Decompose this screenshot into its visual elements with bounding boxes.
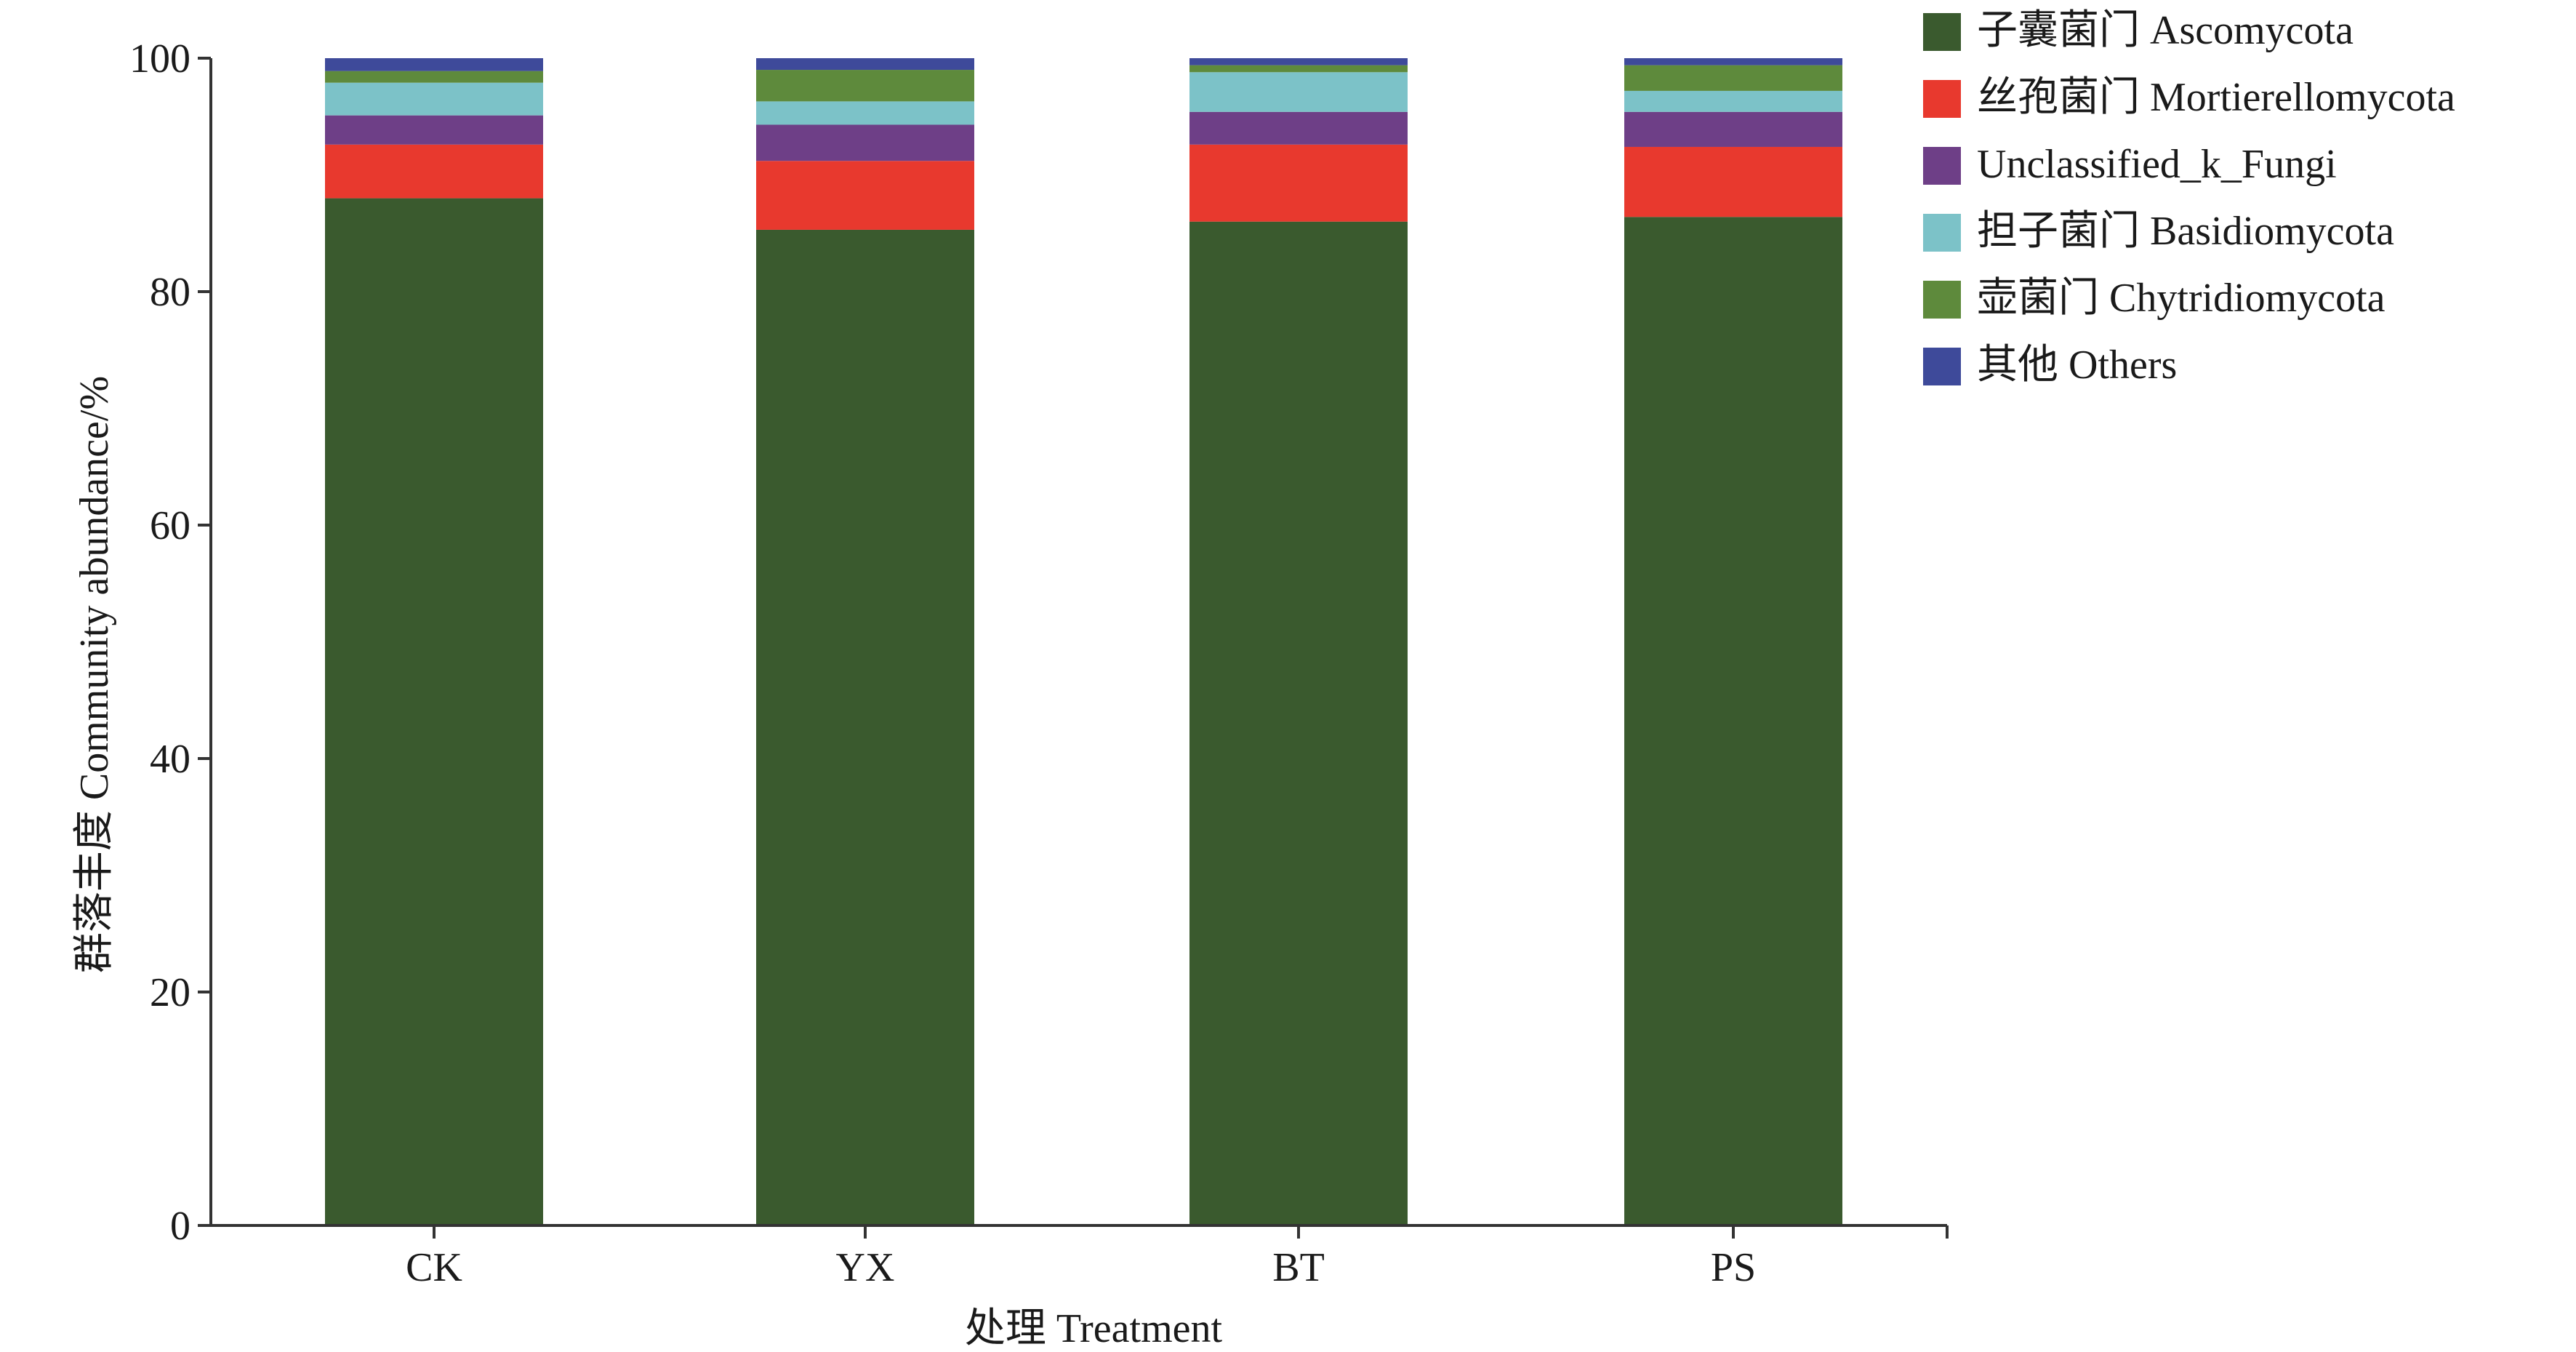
legend-label-2: Unclassified_k_Fungi: [1977, 142, 2337, 187]
legend-swatch-4: [1923, 281, 1961, 319]
legend-label-4: 壶菌门 Chytridiomycota: [1977, 276, 2386, 321]
bar-segment-ck-4: [325, 71, 543, 83]
x-ticks-group: CK YX BT PS: [406, 1225, 1949, 1290]
legend: 子囊菌门 Ascomycota 丝孢菌门 Mortierellomycota Unc…: [1923, 8, 2455, 388]
bar-segment-bt-3: [1189, 72, 1408, 112]
bar-segment-yx-3: [756, 101, 974, 125]
y-tick-label-0: 0: [170, 1204, 190, 1249]
bar-segment-ck-1: [325, 144, 543, 199]
legend-label-0: 子囊菌门 Ascomycota: [1977, 8, 2354, 53]
legend-swatch-0: [1923, 13, 1961, 51]
bar-segment-yx-1: [756, 161, 974, 230]
x-tick-label-yx: YX: [836, 1245, 895, 1290]
bar-segment-bt-2: [1189, 111, 1408, 145]
legend-swatch-5: [1923, 348, 1961, 385]
y-tick-label-20: 20: [150, 970, 190, 1015]
x-tick-label-bt: BT: [1272, 1245, 1325, 1290]
bar-segment-ps-3: [1624, 90, 1842, 112]
bar-segment-ck-2: [325, 115, 543, 145]
bar-segment-yx-5: [756, 58, 974, 71]
bar-segment-ck-3: [325, 82, 543, 116]
x-tick-label-ps: PS: [1711, 1245, 1756, 1290]
legend-label-3: 担子菌门 Basidiomycota: [1977, 209, 2394, 254]
bar-segment-bt-0: [1189, 221, 1408, 1226]
y-tick-label-40: 40: [150, 737, 190, 782]
bar-segment-bt-1: [1189, 144, 1408, 222]
legend-label-1: 丝孢菌门 Mortierellomycota: [1977, 75, 2455, 120]
bar-segment-bt-5: [1189, 58, 1408, 65]
axes-group: [209, 58, 1947, 1227]
bar-segment-ps-4: [1624, 65, 1842, 91]
bar-segment-ck-5: [325, 58, 543, 71]
bar-segment-yx-4: [756, 70, 974, 102]
legend-swatch-3: [1923, 214, 1961, 252]
bar-segment-yx-2: [756, 124, 974, 161]
bar-segment-ps-1: [1624, 146, 1842, 217]
x-tick-label-ck: CK: [406, 1245, 462, 1290]
y-ticks-group: 0 20 40 60 80 100: [129, 36, 211, 1249]
y-tick-label-60: 60: [150, 503, 190, 548]
y-tick-label-80: 80: [150, 270, 190, 315]
bar-segment-yx-0: [756, 229, 974, 1225]
bar-segment-ck-0: [325, 198, 543, 1226]
bars-group: [325, 58, 1842, 1226]
bar-segment-ps-5: [1624, 58, 1842, 65]
legend-swatch-1: [1923, 80, 1961, 118]
bar-segment-bt-4: [1189, 65, 1408, 73]
bar-segment-ps-2: [1624, 111, 1842, 147]
legend-label-5: 其他 Others: [1977, 343, 2177, 388]
legend-swatch-2: [1923, 147, 1961, 185]
y-tick-label-100: 100: [129, 36, 190, 81]
bar-segment-ps-0: [1624, 217, 1842, 1225]
x-axis-title: 处理 Treatment: [965, 1306, 1223, 1351]
y-axis-title: 群落丰度 Community abundance/%: [72, 376, 117, 973]
